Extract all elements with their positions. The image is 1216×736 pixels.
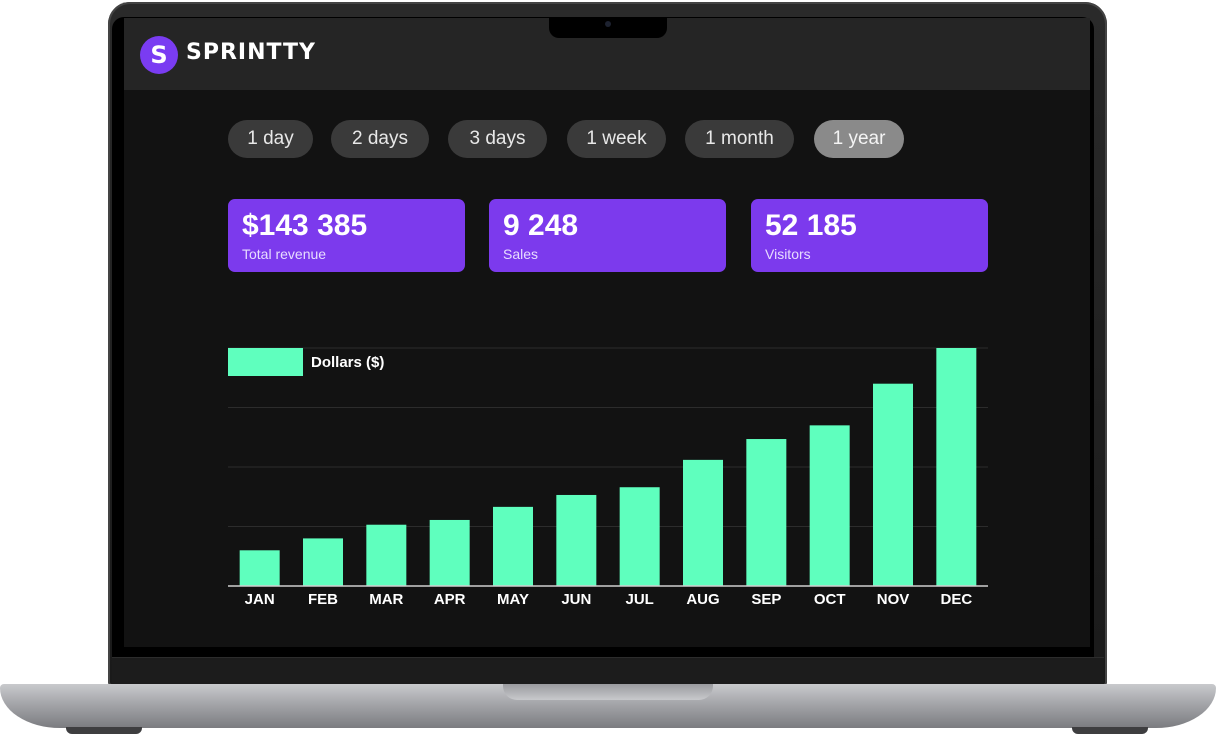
x-tick-label: DEC [940,591,972,608]
range-1-day[interactable]: 1 day [228,120,313,158]
range-1-week[interactable]: 1 week [567,120,666,158]
stat-value: 52 185 [765,209,857,242]
screen-chin [112,657,1104,684]
bar-feb [303,538,343,586]
bar-jan [239,550,280,586]
legend-label: Dollars ($) [311,354,384,371]
x-tick-label: SEP [751,591,781,608]
brand-name: SPRINTTY [186,40,316,65]
bar-may [493,506,533,586]
x-tick-label: JUN [561,591,591,608]
x-tick-label: NOV [877,591,910,608]
bar-sep [746,439,787,586]
app-screen: S SPRINTTY 1 day 2 days 3 days 1 week 1 … [124,18,1090,647]
x-tick-label: OCT [814,591,846,608]
stat-label: Sales [503,246,539,262]
stat-value: $143 385 [242,209,368,242]
revenue-bar-chart: JAN FEB MAR APR MAY JUN JUL AUG SEP OCT NOV DEC Doll… [228,347,988,608]
stat-label: Total revenue [242,246,327,262]
x-tick-label: JUL [625,591,653,608]
bar-oct [809,425,850,586]
bar-nov [873,383,913,586]
logo-icon: S [140,36,178,74]
x-tick-label: FEB [308,591,338,608]
x-tick-label: MAR [369,591,403,608]
camera-icon [605,21,611,27]
stat-card-visitors: 52 185 Visitors [751,199,988,272]
range-3-days[interactable]: 3 days [448,120,547,158]
range-1-month[interactable]: 1 month [685,120,794,158]
range-1-year[interactable]: 1 year [814,120,904,158]
bar-jul [619,487,660,586]
stat-value: 9 248 [503,209,579,242]
x-tick-label: MAY [497,591,529,608]
stat-label: Visitors [765,246,811,262]
stat-card-revenue: $143 385 Total revenue [228,199,465,272]
stat-card-sales: 9 248 Sales [489,199,726,272]
bar-dec [936,348,977,586]
x-tick-label: APR [434,591,466,608]
camera-notch [549,17,667,38]
bar-aug [683,459,723,586]
lid-opening-notch [503,684,713,700]
laptop-foot-right [1072,727,1148,734]
range-2-days[interactable]: 2 days [331,120,429,158]
x-tick-label: AUG [686,591,719,608]
legend-swatch [228,348,303,376]
bar-mar [366,524,407,586]
laptop-foot-left [66,727,142,734]
bar-jun [556,494,597,586]
bar-apr [429,519,470,586]
x-tick-label: JAN [245,591,275,608]
